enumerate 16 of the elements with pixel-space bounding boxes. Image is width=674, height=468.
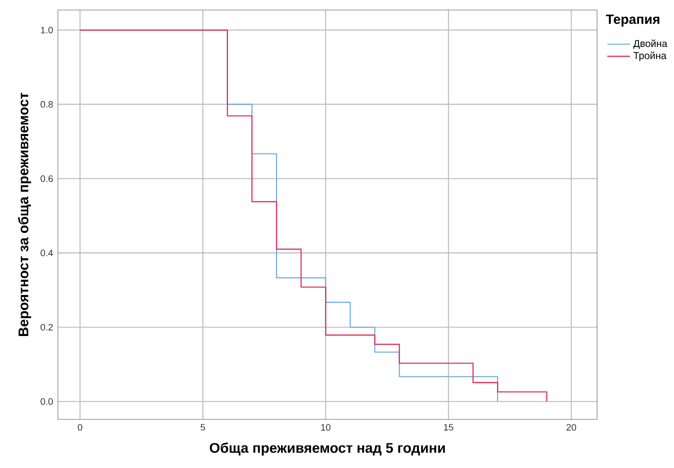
legend-label: Тройна: [633, 51, 666, 61]
x-tick-label: 5: [200, 424, 206, 430]
y-tick-label: 0.8: [40, 100, 53, 108]
y-tick-label: 0.2: [40, 324, 53, 330]
y-tick-label: 0.4: [40, 250, 53, 256]
y-axis-title: Вероятност за обща преживяемост: [18, 92, 32, 336]
y-tick-label: 1.0: [40, 26, 53, 34]
y-tick-label: 0.6: [40, 175, 53, 182]
x-tick-label: 15: [444, 424, 454, 430]
x-tick-label: 20: [566, 424, 576, 431]
legend-label: Двойна: [633, 39, 668, 49]
x-tick-label: 0: [78, 424, 82, 431]
legend-title: Терапия: [606, 14, 660, 26]
y-tick-label: 0.0: [40, 398, 53, 405]
x-tick-label: 10: [321, 424, 330, 431]
x-axis-title: Обща преживяемост над 5 години: [210, 442, 445, 456]
